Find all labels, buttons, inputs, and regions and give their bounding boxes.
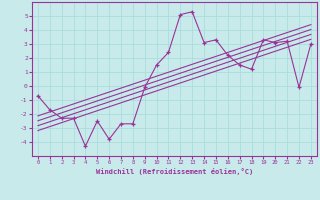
- X-axis label: Windchill (Refroidissement éolien,°C): Windchill (Refroidissement éolien,°C): [96, 168, 253, 175]
